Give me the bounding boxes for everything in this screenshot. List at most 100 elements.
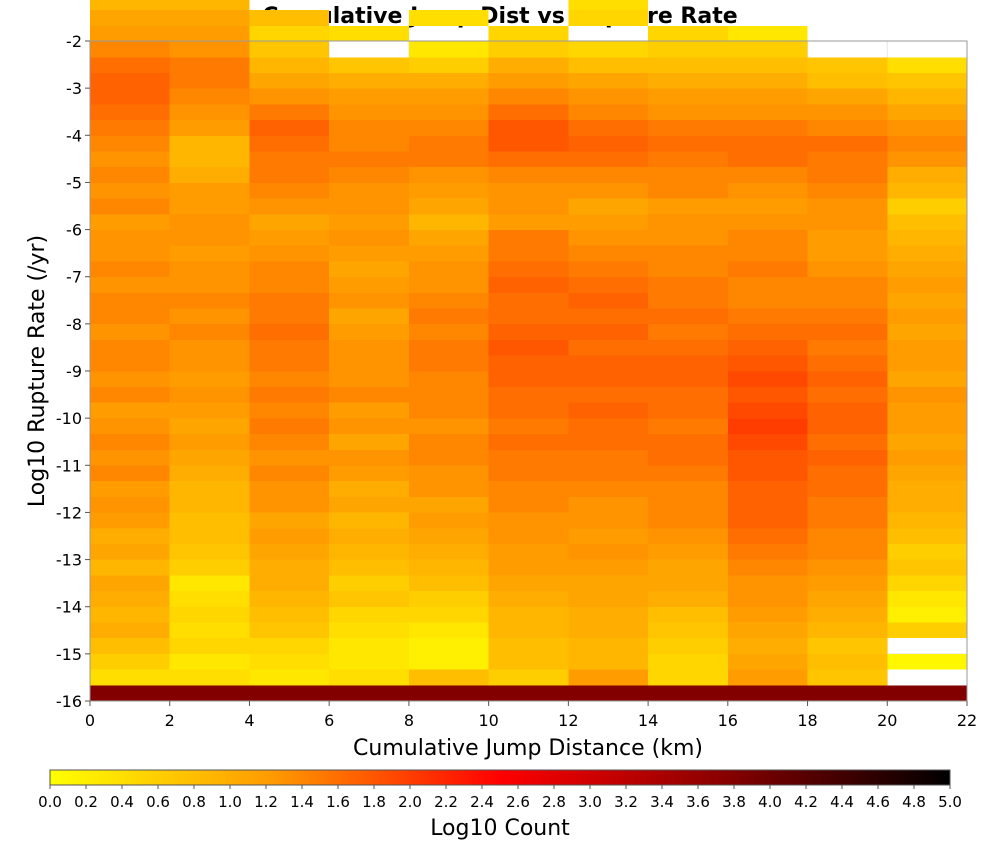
heatmap-cell <box>169 292 250 309</box>
heatmap-cell <box>727 292 808 309</box>
heatmap-cell <box>90 104 170 121</box>
heatmap-cell <box>727 182 808 199</box>
heatmap-cell <box>90 465 170 482</box>
heatmap-cell <box>249 261 330 278</box>
heatmap-cell <box>169 434 250 450</box>
heatmap-cell <box>568 324 649 340</box>
heatmap-cell <box>887 371 967 388</box>
heatmap-cell <box>408 261 489 278</box>
x-tick-label: 10 <box>478 711 498 730</box>
heatmap-cells <box>90 0 967 701</box>
heatmap-cell <box>329 308 409 325</box>
y-tick-label: -7 <box>66 268 82 287</box>
heatmap-cell <box>488 198 569 215</box>
heatmap-cell <box>329 339 409 356</box>
heatmap-cell <box>887 606 967 623</box>
heatmap-cell <box>408 167 489 183</box>
heatmap-cell <box>488 575 569 592</box>
colorbar-tick-label: 3.8 <box>722 793 746 811</box>
colorbar-tick-label: 4.2 <box>794 793 818 811</box>
y-axis-label: Log10 Rupture Rate (/yr) <box>25 235 50 507</box>
heatmap-cell <box>807 245 888 262</box>
colorbar-tick-label: 4.8 <box>902 793 926 811</box>
heatmap-cell <box>329 685 409 701</box>
heatmap-cell <box>90 0 170 11</box>
heatmap-cell <box>249 669 330 686</box>
heatmap-cell <box>887 402 967 419</box>
heatmap-cell <box>488 496 569 513</box>
heatmap-cell <box>648 104 728 121</box>
heatmap-cell <box>329 559 409 576</box>
heatmap-cell <box>169 214 250 231</box>
heatmap-cell <box>648 120 728 136</box>
heatmap-cell <box>568 245 649 262</box>
heatmap-cell <box>727 434 808 450</box>
heatmap-cell <box>887 387 967 403</box>
heatmap-cell <box>329 230 409 246</box>
heatmap-cell <box>887 104 967 121</box>
heatmap-cell <box>329 324 409 340</box>
heatmap-cell <box>90 402 170 419</box>
heatmap-cell <box>648 41 728 58</box>
heatmap-cell <box>329 449 409 466</box>
heatmap-cell <box>408 135 489 152</box>
heatmap-cell <box>329 669 409 686</box>
heatmap-cell <box>648 182 728 199</box>
heatmap-cell <box>488 230 569 246</box>
x-tick-label: 18 <box>797 711 817 730</box>
heatmap-cell <box>807 167 888 183</box>
x-tick-label: 4 <box>244 711 254 730</box>
heatmap-cell <box>488 622 569 639</box>
heatmap-cell <box>329 245 409 262</box>
heatmap-cell <box>329 418 409 435</box>
heatmap-cell <box>169 418 250 435</box>
heatmap-cell <box>329 292 409 309</box>
heatmap-cell <box>887 57 967 74</box>
heatmap-cell <box>887 528 967 544</box>
heatmap-cell <box>329 481 409 497</box>
heatmap-cell <box>169 685 250 701</box>
heatmap-cell <box>249 104 330 121</box>
heatmap-cell <box>727 387 808 403</box>
heatmap-cell <box>408 449 489 466</box>
heatmap-cell <box>568 104 649 121</box>
colorbar-label: Log10 Count <box>430 816 570 841</box>
heatmap-cell <box>648 277 728 293</box>
heatmap-cell <box>568 339 649 356</box>
heatmap-cell <box>648 528 728 544</box>
heatmap-cell <box>169 57 250 74</box>
colorbar-tick-label: 4.4 <box>830 793 854 811</box>
heatmap-cell <box>249 591 330 607</box>
heatmap-cell <box>648 292 728 309</box>
heatmap-cell <box>249 418 330 435</box>
heatmap-cell <box>329 25 409 42</box>
heatmap-cell <box>408 496 489 513</box>
heatmap-cell <box>807 512 888 529</box>
heatmap-cell <box>727 591 808 607</box>
heatmap-cell <box>648 638 728 654</box>
heatmap-cell <box>408 559 489 576</box>
heatmap-cell <box>169 135 250 152</box>
heatmap-cell <box>727 57 808 74</box>
heatmap-cell <box>887 481 967 497</box>
heatmap-cell <box>727 371 808 388</box>
heatmap-cell <box>887 496 967 513</box>
heatmap-cell <box>408 653 489 670</box>
x-tick-label: 0 <box>85 711 95 730</box>
heatmap-cell <box>568 559 649 576</box>
heatmap-cell <box>169 25 250 42</box>
heatmap-cell <box>887 230 967 246</box>
heatmap-cell <box>329 528 409 544</box>
heatmap-cell <box>727 324 808 340</box>
heatmap-cell <box>408 591 489 607</box>
heatmap-cell <box>727 230 808 246</box>
heatmap-cell <box>169 669 250 686</box>
heatmap-cell <box>488 606 569 623</box>
heatmap-cell <box>329 182 409 199</box>
heatmap-cell <box>648 88 728 105</box>
heatmap-cell <box>648 669 728 686</box>
heatmap-cell <box>249 402 330 419</box>
heatmap-cell <box>169 528 250 544</box>
heatmap-cell <box>887 418 967 435</box>
heatmap-cell <box>648 25 728 42</box>
